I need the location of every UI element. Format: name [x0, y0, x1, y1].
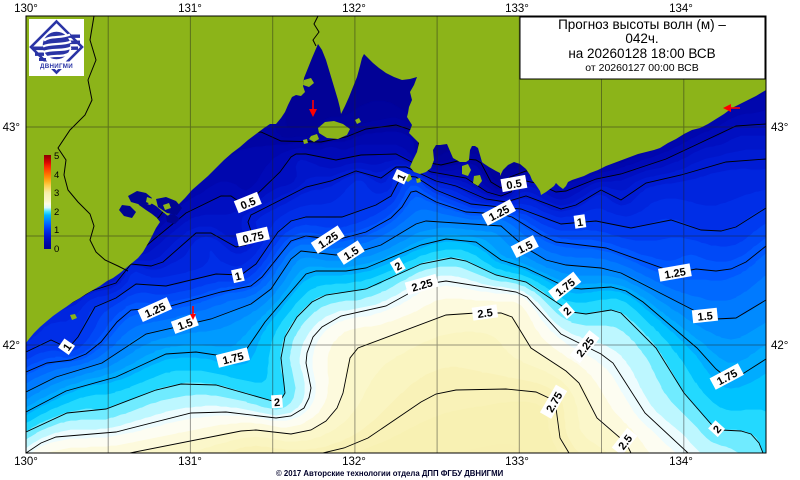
svg-text:130°: 130°: [14, 456, 38, 468]
svg-text:133°: 133°: [505, 456, 529, 468]
svg-text:2.25: 2.25: [410, 277, 434, 294]
svg-text:5: 5: [54, 151, 59, 162]
svg-text:43°: 43°: [3, 122, 20, 134]
svg-text:1: 1: [61, 342, 74, 354]
svg-text:ДВНИГМИ: ДВНИГМИ: [40, 63, 73, 70]
svg-text:0.5: 0.5: [239, 195, 258, 212]
svg-text:134°: 134°: [669, 3, 693, 15]
svg-text:0.75: 0.75: [241, 230, 265, 247]
svg-text:132°: 132°: [342, 456, 366, 468]
svg-text:1: 1: [576, 217, 584, 230]
svg-text:0: 0: [54, 244, 59, 255]
svg-text:132°: 132°: [342, 3, 366, 15]
svg-text:1.5: 1.5: [176, 317, 194, 334]
svg-text:Прогноз высоты волн (м) –: Прогноз высоты волн (м) –: [558, 17, 726, 32]
svg-text:1: 1: [234, 270, 243, 283]
svg-text:131°: 131°: [178, 456, 202, 468]
svg-text:0.5: 0.5: [506, 178, 523, 192]
svg-text:1.25: 1.25: [664, 266, 687, 282]
svg-text:42°: 42°: [3, 340, 20, 352]
svg-text:от 20260127 00:00 ВСВ: от 20260127 00:00 ВСВ: [585, 62, 698, 74]
svg-text:1: 1: [54, 225, 59, 236]
svg-text:1: 1: [395, 172, 408, 183]
svg-text:43°: 43°: [771, 122, 788, 134]
svg-text:1.75: 1.75: [221, 351, 245, 368]
svg-text:2: 2: [393, 260, 404, 273]
svg-text:1.5: 1.5: [697, 310, 713, 324]
svg-text:4: 4: [54, 170, 59, 181]
svg-text:134°: 134°: [669, 456, 693, 468]
svg-text:042ч.: 042ч.: [625, 31, 658, 46]
svg-text:2: 2: [54, 207, 59, 218]
svg-text:42°: 42°: [771, 340, 788, 352]
svg-text:2.5: 2.5: [477, 307, 494, 321]
svg-text:131°: 131°: [178, 3, 202, 15]
svg-text:133°: 133°: [505, 3, 529, 15]
svg-text:3: 3: [54, 188, 59, 199]
svg-text:на 20260128 18:00 ВСВ: на 20260128 18:00 ВСВ: [568, 46, 715, 61]
svg-text:130°: 130°: [14, 3, 38, 15]
svg-text:© 2017 Авторские технологии от: © 2017 Авторские технологии отдела ДПП Ф…: [276, 469, 504, 478]
svg-text:2: 2: [274, 397, 281, 409]
